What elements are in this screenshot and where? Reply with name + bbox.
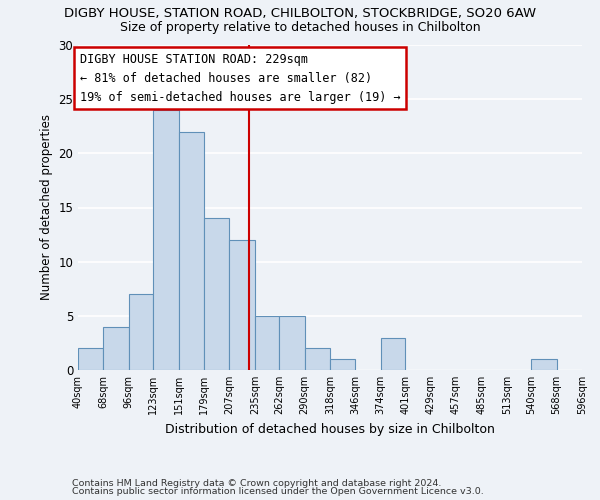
Bar [129, 294, 153, 370]
Text: DIGBY HOUSE, STATION ROAD, CHILBOLTON, STOCKBRIDGE, SO20 6AW: DIGBY HOUSE, STATION ROAD, CHILBOLTON, S… [64, 8, 536, 20]
Bar [103, 326, 129, 370]
Bar [179, 132, 204, 370]
Bar [381, 338, 405, 370]
Text: Size of property relative to detached houses in Chilbolton: Size of property relative to detached ho… [119, 21, 481, 34]
Bar [305, 348, 330, 370]
Y-axis label: Number of detached properties: Number of detached properties [40, 114, 53, 300]
Bar [78, 348, 103, 370]
Bar [255, 316, 279, 370]
X-axis label: Distribution of detached houses by size in Chilbolton: Distribution of detached houses by size … [165, 422, 495, 436]
Bar [229, 240, 255, 370]
Bar [204, 218, 229, 370]
Text: DIGBY HOUSE STATION ROAD: 229sqm
← 81% of detached houses are smaller (82)
19% o: DIGBY HOUSE STATION ROAD: 229sqm ← 81% o… [80, 52, 400, 104]
Text: Contains HM Land Registry data © Crown copyright and database right 2024.: Contains HM Land Registry data © Crown c… [72, 478, 442, 488]
Text: Contains public sector information licensed under the Open Government Licence v3: Contains public sector information licen… [72, 487, 484, 496]
Bar [330, 359, 355, 370]
Bar [279, 316, 305, 370]
Bar [153, 110, 179, 370]
Bar [531, 359, 557, 370]
